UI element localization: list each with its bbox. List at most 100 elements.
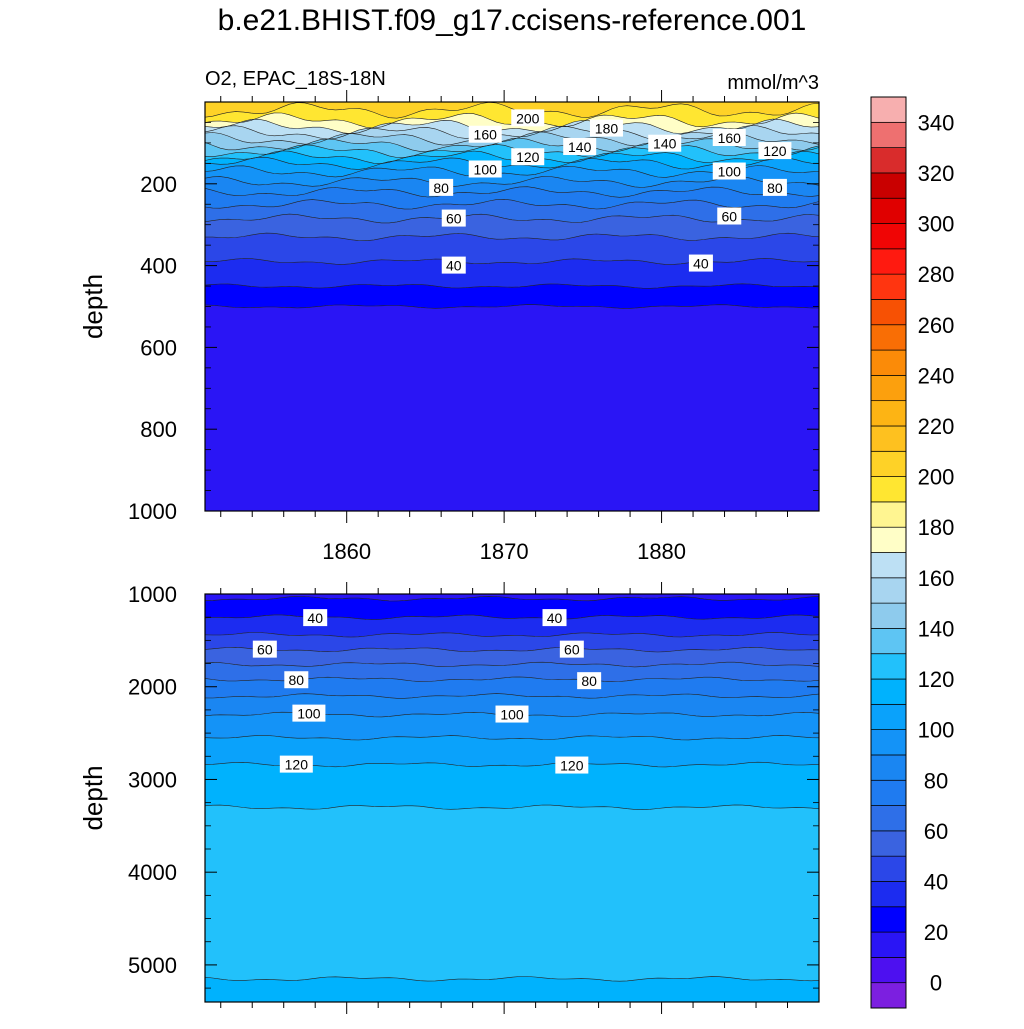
contour-label: 120: [285, 757, 309, 773]
contour-label: 180: [595, 121, 619, 137]
x-tick-label: 1860: [322, 539, 371, 564]
top-panel-fill: 200 160 180 160 140 140 120 120 100 100 80 80 60 60 40…: [205, 102, 819, 511]
contour-band: [205, 662, 819, 682]
bottom-ylabel: depth: [78, 765, 108, 830]
colorbar-swatch: [870, 982, 907, 1009]
contour-label-box: [279, 755, 313, 773]
colorbar-label: 80: [924, 768, 948, 793]
contour-band: [205, 632, 819, 652]
colorbar-swatch: [870, 628, 907, 655]
contour-band: [205, 676, 819, 699]
contour-label-box: [468, 160, 502, 178]
colorbar-swatch: [870, 121, 907, 148]
contour-label: 100: [474, 161, 498, 177]
contour-label-box: [441, 209, 466, 227]
contour-label-box: [495, 705, 529, 723]
colorbar-label: 340: [918, 110, 955, 135]
colorbar-swatch: [870, 501, 907, 528]
colorbar-swatch: [870, 577, 907, 604]
contour-line: [205, 735, 819, 741]
colorbar-swatch: [870, 299, 907, 326]
colorbar-label: 20: [924, 920, 948, 945]
colorbar-label: 160: [918, 566, 955, 591]
contour-label: 80: [581, 673, 597, 689]
y-tick-label: 4000: [128, 860, 177, 885]
colorbar-swatch: [870, 223, 907, 250]
colorbar-label: 180: [918, 515, 955, 540]
contour-band: [205, 176, 819, 198]
contour-label-box: [542, 609, 567, 627]
colorbar-swatch: [870, 931, 907, 958]
panel-left-label: O2, EPAC_18S-18N: [205, 68, 386, 90]
colorbar-label: 0: [930, 971, 942, 996]
colorbar-swatch: [870, 602, 907, 629]
contour-band: [205, 283, 819, 309]
contour-label: 100: [718, 164, 742, 180]
colorbar-swatch: [870, 729, 907, 756]
contour-label-box: [717, 207, 742, 225]
colorbar-swatch: [870, 957, 907, 984]
colorbar-swatch: [870, 147, 907, 174]
contour-label-box: [441, 256, 466, 274]
y-tick-label: 1000: [128, 499, 177, 524]
contour-line: [205, 102, 819, 119]
contour-label: 60: [257, 642, 273, 658]
contour-band: [205, 976, 819, 1002]
contour-line: [205, 632, 819, 638]
colorbar-swatch: [870, 375, 907, 402]
colorbar-swatch: [870, 779, 907, 806]
colorbar-label: 40: [924, 869, 948, 894]
colorbar-label: 240: [918, 363, 955, 388]
contour-band: [205, 157, 819, 178]
contour-label: 200: [516, 110, 540, 126]
contour-label: 160: [474, 127, 498, 143]
colorbar-swatch: [870, 400, 907, 427]
contour-label-box: [577, 672, 602, 690]
contour-line: [205, 175, 819, 188]
contour-band: [205, 112, 819, 134]
contour-label-box: [252, 640, 277, 658]
bottom-plot-frame: [204, 593, 820, 1003]
contour-label: 80: [289, 672, 305, 688]
contour-label-box: [284, 671, 309, 689]
top-ylabel: depth: [78, 274, 108, 339]
colorbar-swatch: [870, 96, 907, 123]
colorbar-swatch: [870, 653, 907, 680]
colorbar-swatch: [870, 754, 907, 781]
y-tick-label: 400: [140, 254, 177, 279]
contour-band: [205, 712, 819, 740]
y-tick-label: 2000: [128, 675, 177, 700]
y-tick-label: 5000: [128, 953, 177, 978]
contour-line: [205, 661, 819, 668]
contour-band: [205, 125, 819, 146]
contour-label: 60: [446, 211, 462, 227]
contour-label-box: [511, 109, 545, 127]
contour-band: [205, 735, 819, 767]
contour-label: 60: [564, 642, 580, 658]
y-tick-label: 800: [140, 417, 177, 442]
colorbar-label: 320: [918, 161, 955, 186]
y-tick-label: 200: [140, 172, 177, 197]
contour-line: [205, 213, 819, 224]
contour-label: 120: [763, 143, 787, 159]
contour-line: [205, 646, 819, 653]
contour-band: [205, 258, 819, 289]
colorbar-swatch: [870, 906, 907, 933]
contour-line: [205, 186, 819, 198]
contour-line: [205, 304, 819, 309]
y-tick-label: 600: [140, 335, 177, 360]
contour-label: 120: [560, 758, 584, 774]
colorbar-label: 60: [924, 819, 948, 844]
colorbar-swatch: [870, 855, 907, 882]
colorbar-swatch: [870, 830, 907, 857]
contour-band: [205, 762, 819, 810]
colorbar-label: 120: [918, 667, 955, 692]
contour-band: [205, 214, 819, 241]
contour-label-box: [511, 148, 545, 166]
contour-label-box: [758, 142, 792, 160]
colorbar-label: 260: [918, 313, 955, 338]
contour-label-box: [712, 162, 746, 180]
colorbar-label: 100: [918, 718, 955, 743]
